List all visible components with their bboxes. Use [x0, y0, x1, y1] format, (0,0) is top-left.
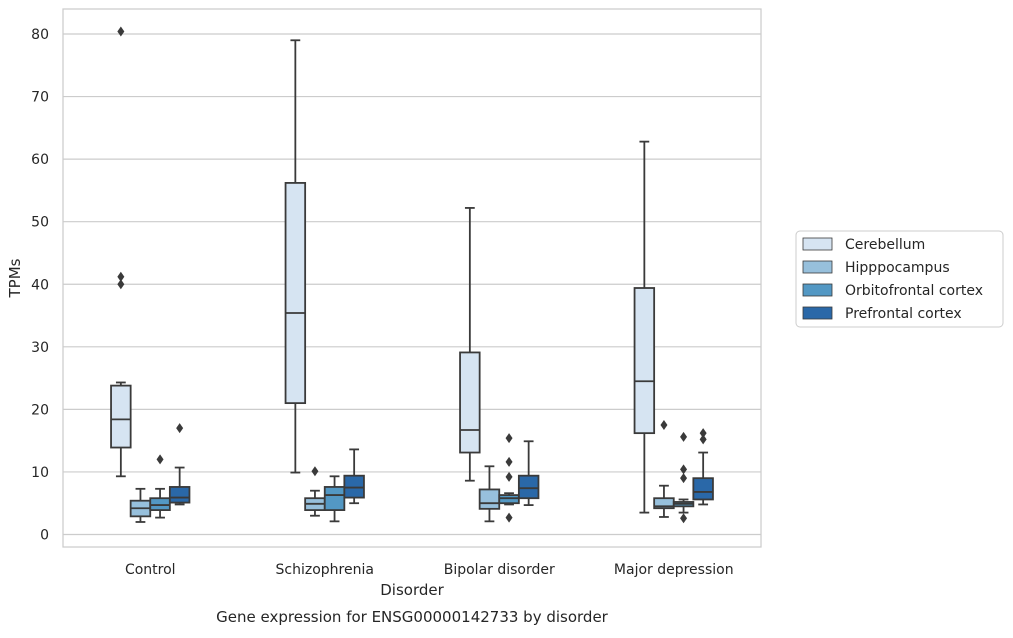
box-iqr: [498, 494, 520, 505]
box-prefrontal-cortex-1: [343, 448, 365, 505]
box-cerebellum-0: [110, 26, 132, 478]
outlier-point: [660, 420, 668, 431]
box-iqr: [149, 497, 171, 511]
box-orbitofrontal-cortex-1: [323, 475, 346, 523]
box-hipppocampus-3: [653, 420, 675, 518]
box-orbitofrontal-cortex-0: [149, 454, 171, 519]
y-tick-label: 0: [40, 527, 49, 543]
legend-label: Prefrontal cortex: [845, 306, 962, 322]
box-iqr: [343, 474, 365, 499]
box-hipppocampus-1: [304, 466, 326, 517]
y-tick-label: 80: [31, 27, 49, 43]
box-orbitofrontal-cortex-2: [498, 433, 520, 523]
legend-frame: [795, 230, 1004, 328]
box-cerebellum-2: [459, 207, 481, 482]
box-iqr: [168, 486, 191, 504]
outlier-point: [117, 271, 125, 282]
box-iqr: [692, 477, 714, 501]
box-plot-marks: [110, 26, 714, 524]
outlier-point: [505, 456, 513, 467]
y-axis-ticks: 0 10 20 30 40 50 60 70 80: [31, 27, 49, 543]
x-axis-ticks: Control Schizophrenia Bipolar disorder Majo…: [125, 562, 734, 578]
outlier-point: [156, 454, 164, 465]
outlier-point: [680, 473, 688, 484]
outlier-point: [699, 428, 707, 439]
box-iqr: [323, 486, 346, 511]
outlier-point: [117, 279, 125, 290]
outlier-point: [505, 512, 513, 523]
outlier-point: [311, 466, 319, 477]
box-iqr: [284, 182, 307, 405]
outlier-point: [117, 26, 125, 37]
x-tick-label: Bipolar disorder: [444, 562, 555, 578]
box-prefrontal-cortex-3: [692, 428, 714, 506]
legend-label: Orbitofrontal cortex: [845, 283, 983, 299]
outlier-point: [680, 513, 688, 524]
box-iqr: [478, 488, 501, 510]
outlier-point: [505, 471, 513, 482]
box-iqr: [459, 351, 481, 454]
y-tick-label: 60: [31, 152, 49, 168]
outlier-point: [680, 431, 688, 442]
y-tick-label: 20: [31, 402, 49, 418]
x-axis-label: Disorder: [380, 581, 444, 599]
x-tick-label: Major depression: [614, 562, 734, 578]
box-hipppocampus-0: [129, 487, 152, 523]
legend: Cerebellum Hipppocampus Orbitofrontal cort…: [795, 230, 1004, 328]
y-tick-label: 50: [31, 215, 49, 231]
outlier-point: [699, 434, 707, 445]
box-prefrontal-cortex-0: [168, 423, 191, 506]
box-iqr: [633, 287, 656, 435]
outlier-point: [176, 423, 184, 434]
outlier-point: [680, 464, 688, 475]
box-cerebellum-1: [284, 39, 307, 474]
y-tick-label: 30: [31, 340, 49, 356]
box-hipppocampus-2: [478, 465, 501, 523]
plot-frame: [62, 8, 762, 548]
legend-swatch: [802, 237, 833, 251]
legend-label: Cerebellum: [845, 237, 925, 253]
legend-swatch: [802, 260, 833, 274]
box-iqr: [110, 384, 132, 449]
legend-swatch: [802, 306, 833, 320]
y-tick-label: 40: [31, 277, 49, 293]
box-prefrontal-cortex-2: [517, 440, 540, 506]
y-tick-label: 70: [31, 90, 49, 106]
x-tick-label: Control: [125, 562, 176, 578]
x-tick-label: Schizophrenia: [276, 562, 374, 578]
y-tick-label: 10: [31, 465, 49, 481]
y-axis-label: TPMs: [6, 258, 24, 298]
grid-lines: [63, 33, 761, 536]
figure-caption: Gene expression for ENSG00000142733 by d…: [216, 608, 609, 626]
box-cerebellum-3: [633, 140, 656, 514]
box-orbitofrontal-cortex-3: [672, 431, 695, 524]
box-iqr: [517, 474, 540, 500]
legend-swatch: [802, 283, 833, 297]
legend-label: Hipppocampus: [845, 260, 950, 276]
outlier-point: [505, 433, 513, 444]
